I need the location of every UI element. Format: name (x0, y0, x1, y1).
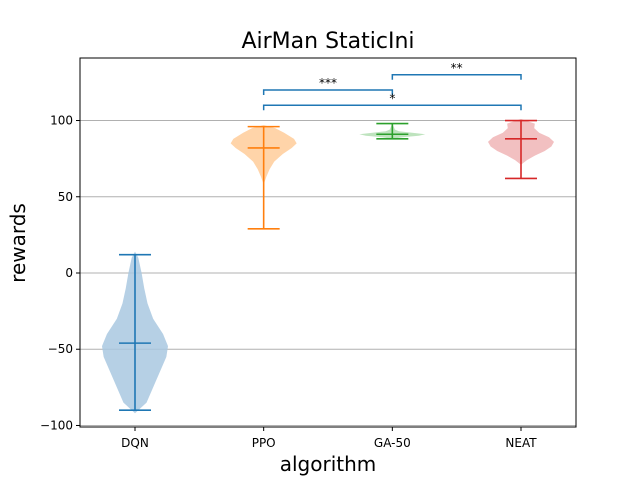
significance-label: * (389, 91, 395, 105)
significance-bracket (262, 89, 394, 96)
y-tick-label: −50 (48, 342, 73, 356)
y-tick-label: 100 (50, 114, 73, 128)
significance-label: *** (319, 76, 337, 90)
y-tick-label: 0 (65, 266, 73, 280)
significance-bracket (391, 74, 522, 80)
y-tick-label: 50 (58, 190, 73, 204)
y-axis-ticks: −100 −50 0 50 100 (40, 114, 80, 432)
violin-group (102, 118, 554, 414)
x-tick-label: NEAT (505, 436, 537, 450)
x-axis-ticks: DQN PPO GA-50 NEAT (121, 427, 537, 450)
x-axis-label: algorithm (280, 452, 377, 476)
significance-brackets: ****** (262, 61, 522, 111)
x-tick-label: PPO (252, 436, 276, 450)
plot-frame (79, 57, 577, 428)
significance-label: ** (451, 61, 463, 75)
significance-bracket (262, 104, 522, 111)
y-tick-label: −100 (40, 418, 73, 432)
x-tick-label: GA-50 (374, 436, 411, 450)
chart-title: AirMan StaticIni (241, 29, 414, 54)
x-tick-label: DQN (121, 436, 149, 450)
y-axis-label: rewards (6, 203, 30, 283)
stat-lines-group (119, 119, 537, 412)
